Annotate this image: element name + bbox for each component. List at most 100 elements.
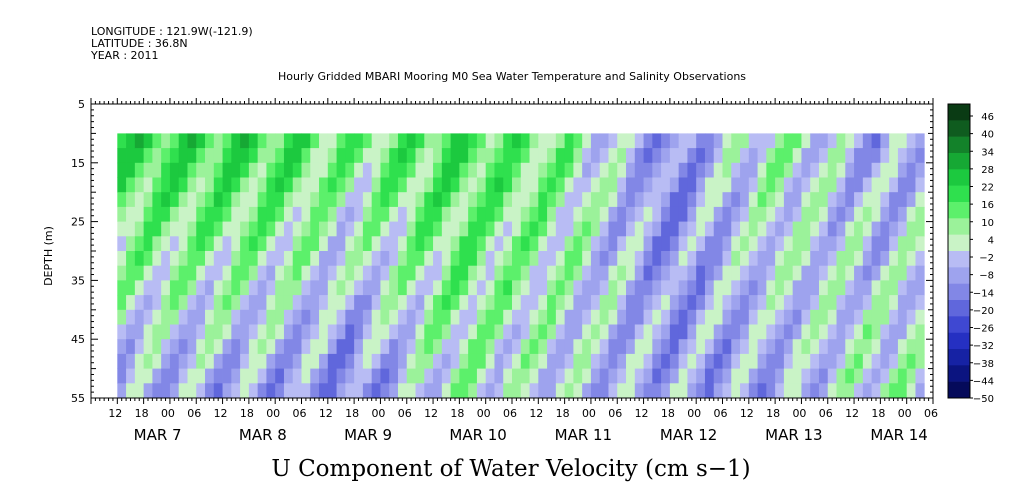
heatmap-cell — [608, 383, 618, 399]
heatmap-cell — [503, 309, 513, 325]
colorbar-label: 46 — [981, 112, 994, 123]
heatmap-cell — [564, 280, 574, 296]
heatmap-cell — [450, 206, 460, 222]
heatmap-cell — [169, 148, 180, 164]
colorbar-segment — [948, 169, 970, 186]
heatmap-cell — [213, 339, 223, 355]
heatmap-cell — [433, 236, 443, 252]
heatmap-cell — [222, 236, 232, 252]
heatmap-cell — [126, 133, 136, 149]
heatmap-cell — [248, 383, 259, 399]
heatmap-cell — [626, 368, 636, 384]
colorbar-label: 10 — [981, 218, 994, 229]
heatmap-cell — [389, 221, 399, 237]
heatmap-cell — [661, 265, 671, 281]
heatmap-cell — [134, 368, 145, 384]
heatmap-cell — [275, 265, 285, 281]
heatmap-cell — [704, 148, 715, 164]
heatmap-cell — [713, 221, 723, 237]
heatmap-cell — [590, 236, 601, 252]
heatmap-cell — [818, 339, 829, 355]
heatmap-cell — [336, 251, 346, 267]
heatmap-cell — [310, 368, 320, 384]
heatmap-cell — [889, 251, 899, 267]
heatmap-cell — [687, 295, 697, 311]
heatmap-cell — [222, 324, 232, 340]
heatmap-cell — [582, 324, 592, 340]
heatmap-cell — [643, 221, 653, 237]
heatmap-cell — [555, 353, 566, 369]
heatmap-cell — [187, 221, 197, 237]
heatmap-cell — [512, 162, 522, 178]
heatmap-cell — [415, 295, 425, 311]
x-hour-label: 00 — [792, 407, 806, 420]
heatmap-cell — [722, 309, 732, 325]
heatmap-cell — [126, 206, 136, 222]
heatmap-cell — [634, 265, 644, 281]
heatmap-cell — [310, 192, 320, 208]
heatmap-cell — [362, 265, 373, 281]
heatmap-cell — [380, 162, 390, 178]
heatmap-cell — [336, 280, 346, 296]
heatmap-cell — [327, 236, 337, 252]
heatmap-cell — [897, 383, 908, 399]
heatmap-cell — [634, 206, 644, 222]
heatmap-cell — [827, 236, 837, 252]
heatmap-cell — [766, 368, 776, 384]
heatmap-cell — [880, 383, 890, 399]
heatmap-cell — [520, 309, 530, 325]
heatmap-cell — [678, 236, 688, 252]
heatmap-cell — [205, 236, 215, 252]
heatmap-cell — [485, 280, 495, 296]
heatmap-cell — [582, 280, 592, 296]
heatmap-cell — [336, 324, 346, 340]
heatmap-cell — [126, 221, 136, 237]
heatmap-cell — [476, 206, 487, 222]
heatmap-cell — [327, 295, 337, 311]
heatmap-cell — [406, 133, 416, 149]
heatmap-cell — [766, 295, 776, 311]
heatmap-cell — [494, 162, 504, 178]
heatmap-cell — [538, 324, 548, 340]
heatmap-cell — [757, 177, 767, 193]
heatmap-cell — [205, 221, 215, 237]
heatmap-cell — [397, 280, 408, 296]
heatmap-cell — [345, 192, 355, 208]
heatmap-cell — [599, 280, 609, 296]
heatmap-cell — [915, 251, 925, 267]
heatmap-cell — [476, 280, 487, 296]
heatmap-cell — [117, 148, 127, 164]
heatmap-cell — [880, 148, 890, 164]
heatmap-cell — [590, 295, 601, 311]
x-hour-label: 06 — [398, 407, 412, 420]
heatmap-cell — [143, 265, 153, 281]
heatmap-cell — [327, 265, 337, 281]
heatmap-cell — [643, 324, 653, 340]
heatmap-cell — [573, 177, 583, 193]
heatmap-cell — [301, 177, 311, 193]
heatmap-cell — [512, 309, 522, 325]
heatmap-cell — [310, 148, 320, 164]
x-day-label: MAR 9 — [344, 426, 392, 444]
heatmap-cell — [801, 177, 811, 193]
heatmap-cell — [441, 265, 451, 281]
heatmap-cell — [415, 206, 425, 222]
heatmap-cell — [547, 353, 557, 369]
heatmap-cell — [459, 251, 469, 267]
heatmap-cell — [362, 324, 373, 340]
heatmap-cell — [161, 236, 171, 252]
heatmap-cell — [327, 353, 337, 369]
heatmap-cell — [617, 251, 627, 267]
heatmap-cell — [503, 339, 513, 355]
heatmap-cell — [354, 280, 364, 296]
colorbar-label: 28 — [981, 165, 994, 176]
heatmap-cell — [783, 265, 794, 281]
heatmap-cell — [397, 309, 408, 325]
heatmap-cell — [871, 353, 881, 369]
heatmap-cell — [345, 251, 355, 267]
heatmap-cell — [187, 324, 197, 340]
heatmap-cell — [266, 162, 276, 178]
heatmap-cell — [240, 368, 250, 384]
heatmap-cell — [169, 339, 180, 355]
heatmap-cell — [441, 148, 451, 164]
